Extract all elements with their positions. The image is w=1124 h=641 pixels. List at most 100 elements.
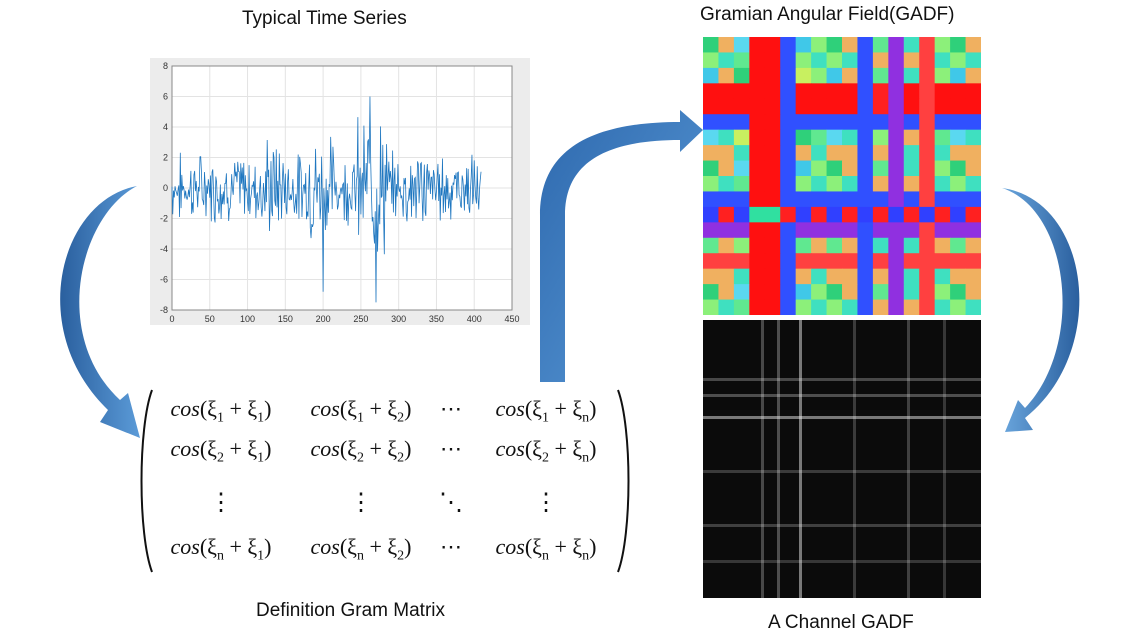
heatmap-cell	[811, 253, 828, 270]
heatmap-cell	[965, 222, 981, 239]
heatmap-cell	[718, 299, 735, 315]
heatmap-cell	[903, 237, 920, 254]
heatmap-cell	[950, 237, 967, 254]
matrix-entry: cos(ξn + ξn)	[495, 534, 597, 564]
heatmap-cell	[749, 222, 766, 239]
heatmap-cell	[950, 160, 967, 177]
heatmap-cell	[764, 83, 781, 100]
heatmap-cell	[903, 145, 920, 162]
heatmap-cell	[780, 191, 797, 208]
heatmap-cell	[842, 52, 858, 69]
y-tick-label: -6	[160, 275, 168, 285]
heatmap-cell	[826, 222, 843, 239]
heatmap-cell	[965, 284, 981, 301]
heatmap-cell	[934, 98, 951, 115]
heatmap-cell	[703, 67, 719, 84]
heatmap-cell	[718, 160, 735, 177]
heatmap-cell	[749, 83, 766, 100]
time-series-chart: 0 50 100 150 200 250 300 350 400 450 -8 -6 -4 -2 0 2 4 6 8	[160, 61, 520, 324]
heatmap-cell	[764, 160, 781, 177]
heatmap-cell	[826, 98, 843, 115]
heatmap-cell	[965, 114, 981, 131]
heatmap-cell	[888, 37, 905, 53]
heatmap-cell	[857, 253, 874, 270]
heatmap-cell	[903, 268, 920, 285]
heatmap-cell	[764, 67, 781, 84]
heatmap-cell	[780, 145, 797, 162]
heatmap-cell	[749, 191, 766, 208]
heatmap-cell	[733, 284, 750, 301]
heatmap-cell	[826, 253, 843, 270]
matrix-entry: cos(ξ1 + ξn)	[495, 396, 597, 426]
heatmap-cell	[703, 98, 719, 115]
heatmap-cell	[888, 284, 905, 301]
heatmap-cell	[764, 253, 781, 270]
heatmap-cell	[795, 160, 812, 177]
heatmap-cell	[872, 129, 889, 146]
heatmap-cell	[764, 176, 781, 192]
matrix-entry: cos(ξn + ξ1)	[170, 534, 272, 564]
heatmap-cell	[888, 83, 905, 100]
heatmap-cell	[749, 268, 766, 285]
heatmap-cell	[780, 176, 797, 192]
heatmap-cell	[888, 52, 905, 69]
heatmap-cell	[795, 284, 812, 301]
heatmap-cell	[919, 237, 936, 254]
heatmap-cell	[780, 299, 797, 315]
matrix-entry: cos(ξ1 + ξ2)	[310, 396, 412, 426]
heatmap-cell	[733, 67, 750, 84]
heatmap-cell	[780, 253, 797, 270]
heatmap-cell	[857, 222, 874, 239]
heatmap-cell	[950, 145, 967, 162]
heatmap-cell	[795, 253, 812, 270]
heatmap-cell	[950, 37, 967, 53]
heatmap-cell	[795, 145, 812, 162]
heatmap-cell	[764, 98, 781, 115]
x-tick-label: 450	[504, 314, 519, 324]
heatmap-cell	[764, 114, 781, 131]
heatmap-cell	[811, 114, 828, 131]
heatmap-cell	[795, 98, 812, 115]
heatmap-cell	[919, 129, 936, 146]
heatmap-cell	[965, 37, 981, 53]
heatmap-cell	[764, 222, 781, 239]
heatmap-cell	[749, 67, 766, 84]
heatmap-cell	[733, 83, 750, 100]
x-tick-label: 0	[169, 314, 174, 324]
y-tick-label: -4	[160, 244, 168, 254]
heatmap-cell	[919, 206, 936, 223]
heatmap-cell	[903, 37, 920, 53]
heatmap-cell	[703, 52, 719, 69]
heatmap-cell	[811, 52, 828, 69]
heatmap-cell	[764, 206, 781, 223]
heatmap-cell	[934, 129, 951, 146]
heatmap-cell	[857, 237, 874, 254]
heatmap-cell	[903, 129, 920, 146]
heatmap-cell	[733, 268, 750, 285]
heatmap-cell	[934, 268, 951, 285]
heatmap-cell	[934, 67, 951, 84]
gram-matrix-title: Definition Gram Matrix	[256, 600, 445, 621]
heatmap-cell	[857, 176, 874, 192]
matrix-ellipsis: ⋯	[440, 396, 462, 421]
heatmap-cell	[826, 67, 843, 84]
heatmap-cell	[764, 145, 781, 162]
heatmap-cell	[718, 83, 735, 100]
channel-band	[761, 320, 764, 598]
channel-band	[703, 394, 981, 397]
matrix-entry: cos(ξ1 + ξ1)	[170, 396, 272, 426]
heatmap-cell	[780, 52, 797, 69]
heatmap-cell	[703, 160, 719, 177]
heatmap-cell	[826, 206, 843, 223]
heatmap-cell	[950, 67, 967, 84]
heatmap-cell	[811, 237, 828, 254]
heatmap-cell	[780, 67, 797, 84]
channel-band	[853, 320, 856, 598]
heatmap-cell	[950, 268, 967, 285]
heatmap-cell	[965, 98, 981, 115]
heatmap-cell	[857, 52, 874, 69]
heatmap-cell	[903, 98, 920, 115]
heatmap-cell	[934, 83, 951, 100]
heatmap-cell	[919, 160, 936, 177]
heatmap-cell	[842, 83, 858, 100]
